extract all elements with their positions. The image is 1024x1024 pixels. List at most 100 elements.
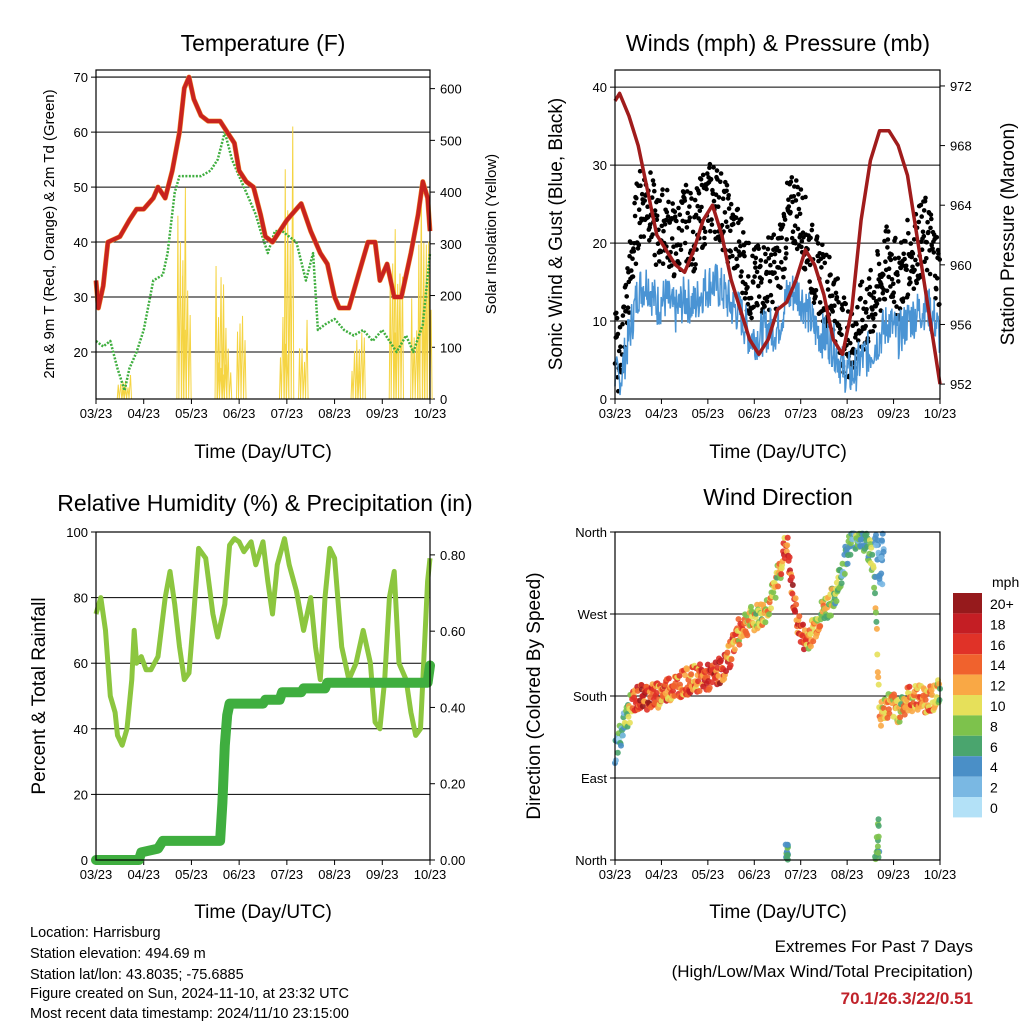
gust-point — [633, 261, 639, 267]
gust-point — [679, 228, 685, 233]
gust-point — [724, 182, 730, 188]
gust-point — [761, 245, 767, 250]
gust-point — [655, 241, 661, 246]
gust-point — [690, 229, 696, 235]
gust-point — [837, 326, 843, 332]
winds-title: Winds (mph) & Pressure (mb) — [626, 30, 930, 56]
gust-point — [886, 229, 891, 234]
direction-point — [778, 571, 785, 578]
gust-point — [919, 214, 924, 219]
direction-point — [728, 656, 735, 663]
gust-point — [647, 222, 653, 227]
gust-point — [677, 261, 682, 266]
gust-point — [649, 195, 655, 200]
gust-point — [794, 214, 800, 219]
gust-point — [712, 229, 718, 235]
direction-point — [786, 554, 793, 561]
gust-point — [647, 238, 652, 243]
gust-point — [830, 293, 835, 299]
gust-point — [768, 292, 774, 298]
gust-point — [670, 201, 675, 206]
gust-point — [870, 307, 875, 312]
gust-point — [796, 206, 802, 212]
gust-point — [711, 198, 717, 204]
gust-point — [774, 275, 779, 281]
gust-point — [850, 323, 856, 329]
legend-label: 4 — [990, 759, 998, 775]
legend-swatch — [953, 695, 982, 716]
gust-point — [771, 259, 777, 265]
gust-point — [918, 202, 924, 208]
y-tick-label: 20 — [74, 787, 88, 802]
gust-point — [772, 251, 778, 257]
y-tick-label: 60 — [74, 656, 88, 671]
gust-point — [889, 252, 894, 257]
gust-point — [835, 276, 840, 281]
temperature-xlabel: Time (Day/UTC) — [194, 442, 332, 463]
gust-point — [901, 251, 906, 257]
x-tick-label: 10/23 — [924, 406, 957, 421]
gust-point — [695, 203, 700, 209]
gust-point — [792, 223, 798, 228]
gust-point — [784, 237, 789, 242]
gust-point — [642, 198, 647, 203]
x-tick-label: 07/23 — [271, 406, 304, 421]
gust-point — [735, 263, 740, 269]
gust-point — [620, 321, 625, 327]
gust-point — [790, 229, 796, 234]
legend-label: 14 — [990, 657, 1006, 673]
gust-point — [912, 267, 917, 273]
gust-point — [631, 249, 637, 254]
gust-point — [728, 201, 734, 207]
gust-point — [817, 300, 823, 305]
gust-point — [714, 168, 720, 173]
humidity-xlabel: Time (Day/UTC) — [194, 902, 332, 923]
gust-point — [924, 240, 929, 245]
gust-point — [688, 190, 693, 196]
gust-point — [924, 255, 929, 261]
gust-point — [793, 241, 798, 246]
y-right-tick-label: 200 — [440, 289, 462, 304]
gust-point — [789, 175, 795, 180]
gust-point — [825, 279, 830, 285]
gust-point — [921, 233, 927, 239]
gust-point — [616, 348, 622, 354]
solar-insolation-spike — [283, 126, 295, 400]
gust-point — [763, 259, 769, 264]
gust-point — [808, 235, 813, 241]
gust-point — [858, 282, 863, 288]
direction-point — [872, 590, 878, 597]
direction-point — [874, 669, 881, 676]
direction-point — [784, 852, 791, 859]
y-right-tick-label: 0 — [440, 392, 447, 407]
gust-point — [814, 234, 820, 239]
x-tick-label: 06/23 — [738, 406, 771, 421]
gust-point — [743, 290, 749, 296]
gust-point — [896, 255, 901, 261]
gust-point — [840, 307, 845, 313]
gust-point — [705, 171, 710, 176]
gust-point — [866, 314, 871, 320]
gust-point — [652, 208, 658, 213]
gust-point — [890, 294, 896, 299]
gust-point — [618, 344, 623, 350]
direction-point — [612, 757, 619, 764]
gust-point — [825, 287, 831, 292]
gust-point — [652, 188, 657, 194]
gust-point — [782, 266, 787, 272]
recent-timestamp-text: Most recent data timestamp: 2024/11/10 2… — [30, 1006, 349, 1022]
direction-point — [897, 714, 904, 721]
y-right-tick-label: 0.80 — [440, 548, 465, 563]
direction-point — [665, 675, 672, 682]
gust-point — [693, 262, 698, 267]
y-tick-label: 40 — [593, 80, 607, 95]
direction-point — [880, 705, 887, 712]
gust-point — [687, 215, 693, 220]
gust-point — [677, 212, 683, 217]
x-tick-label: 06/23 — [223, 867, 256, 882]
gust-point — [758, 258, 764, 263]
gust-point — [836, 323, 842, 328]
y-tick-label: 40 — [74, 235, 88, 250]
gust-point — [740, 290, 745, 296]
gust-point — [738, 216, 744, 222]
